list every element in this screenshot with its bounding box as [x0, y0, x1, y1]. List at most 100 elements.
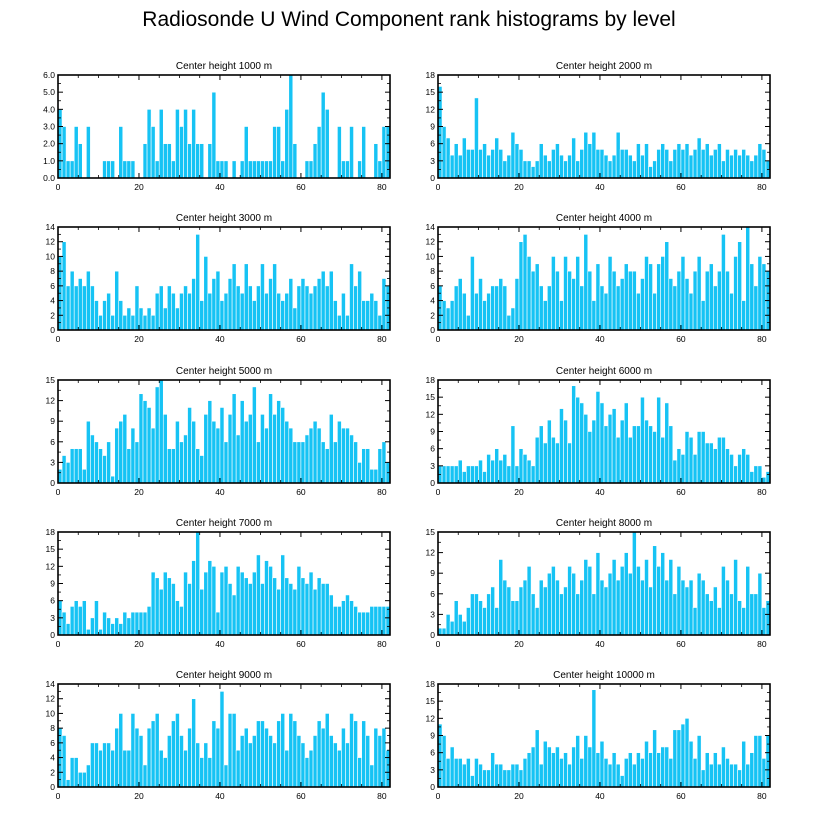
bar: [215, 427, 221, 484]
y-tick-label: 18: [426, 70, 436, 80]
histogram-panel-1: Center height 1000 m 0.0 1.0 2.0 3.0 4.0 5.0 6.…: [43, 61, 391, 192]
x-tick-label: 60: [296, 487, 306, 497]
bar: [599, 402, 605, 484]
bar: [514, 278, 520, 331]
y-tick-label: 18: [426, 679, 436, 689]
bar: [77, 143, 83, 179]
bar: [377, 448, 383, 484]
bar: [534, 263, 540, 331]
bar: [231, 713, 237, 788]
bar: [571, 137, 576, 179]
bar: [753, 285, 759, 331]
bar: [316, 577, 322, 636]
bar: [619, 419, 625, 484]
bar: [308, 292, 314, 331]
bar: [158, 588, 164, 636]
bar: [77, 278, 83, 331]
bar: [615, 131, 621, 179]
bar: [717, 763, 722, 788]
bar: [106, 441, 111, 484]
bar: [171, 448, 176, 484]
bar: [656, 752, 661, 788]
bar: [644, 740, 649, 788]
bar: [522, 234, 528, 331]
bar: [737, 769, 742, 788]
bar: [167, 577, 172, 636]
x-tick-label: 20: [514, 182, 524, 192]
bar: [312, 588, 318, 636]
bar: [69, 606, 75, 636]
bar: [110, 160, 115, 179]
y-tick-label: 12: [426, 409, 436, 419]
bar: [441, 465, 447, 484]
bar: [284, 420, 290, 484]
bar: [264, 292, 269, 331]
bar: [345, 160, 350, 179]
bar: [713, 448, 718, 484]
bar: [627, 436, 633, 484]
bar: [122, 314, 128, 331]
bar: [652, 292, 657, 331]
bar: [175, 713, 180, 788]
bar: [737, 154, 742, 179]
bar: [733, 559, 738, 636]
bar: [175, 420, 180, 484]
bar: [474, 465, 479, 484]
bar: [506, 154, 512, 179]
bar: [518, 448, 524, 484]
bar: [668, 559, 674, 636]
bar: [753, 465, 759, 484]
bar: [571, 746, 576, 788]
bar: [466, 149, 471, 179]
bar: [203, 742, 209, 788]
bar: [114, 270, 120, 331]
bar: [717, 143, 722, 179]
bar: [77, 606, 83, 636]
bar: [453, 143, 459, 179]
bar: [199, 455, 205, 484]
bar: [65, 462, 71, 484]
bar: [328, 594, 334, 636]
bar: [583, 234, 589, 331]
bar: [158, 109, 164, 179]
y-tick-label: 14: [46, 679, 56, 689]
bar: [243, 420, 249, 484]
bar: [696, 256, 702, 331]
bar: [510, 425, 516, 484]
bar: [668, 160, 674, 179]
histogram-panel-10: Center height 10000 m 0 3 6 9 12 15 18 0 20 40 60 80: [426, 670, 771, 801]
bar: [704, 442, 710, 484]
bar: [700, 149, 706, 179]
bar: [183, 109, 188, 179]
y-tick-label: 3: [430, 609, 435, 619]
bar: [110, 475, 115, 484]
bar: [461, 292, 467, 331]
bar: [272, 742, 277, 788]
bar: [118, 300, 124, 331]
bar: [102, 300, 107, 331]
bar: [761, 476, 767, 484]
bar: [110, 623, 115, 636]
bar: [494, 448, 500, 484]
bar: [506, 769, 512, 788]
y-tick-label: 8: [50, 723, 55, 733]
bar: [211, 566, 217, 636]
bar: [587, 746, 593, 788]
bar: [195, 742, 201, 788]
bar: [757, 256, 763, 331]
bar: [700, 300, 706, 331]
bar: [345, 594, 350, 636]
bar: [142, 764, 148, 788]
bar: [333, 606, 338, 636]
bar: [526, 256, 532, 331]
bar: [470, 256, 475, 331]
bar: [555, 579, 560, 636]
bar: [256, 554, 261, 636]
bar: [757, 143, 763, 179]
bar: [530, 166, 536, 179]
bar: [272, 126, 277, 179]
y-tick-label: 2: [430, 310, 435, 320]
bar: [77, 771, 83, 788]
x-tick-label: 80: [377, 487, 387, 497]
x-tick-label: 0: [56, 182, 61, 192]
